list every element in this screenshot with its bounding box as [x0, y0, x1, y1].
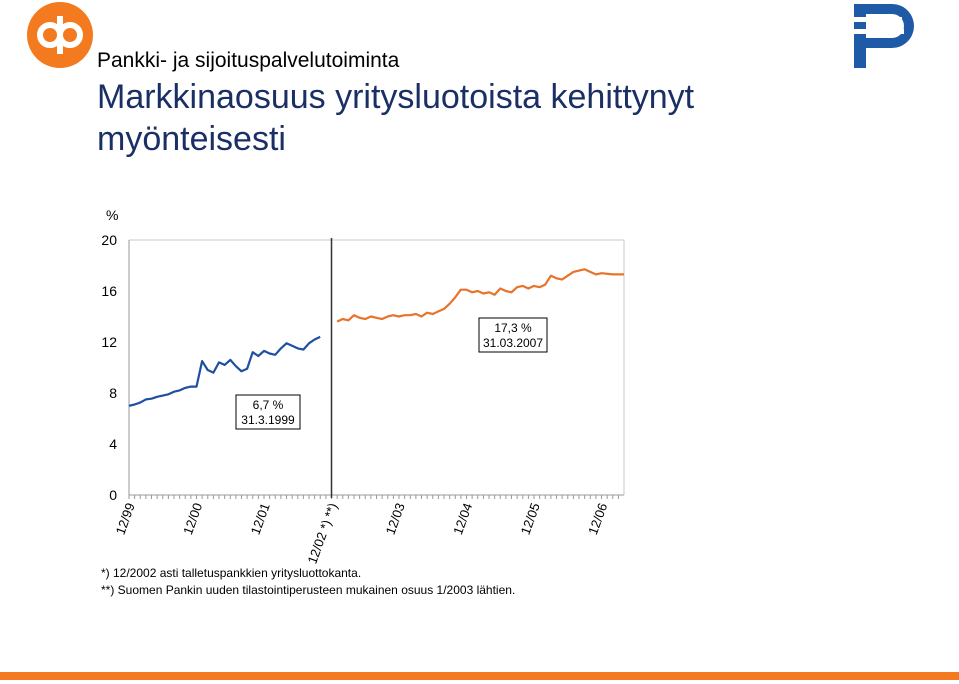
annotation-value: 17,3 %	[494, 321, 532, 335]
footnote-2: **) Suomen Pankin uuden tilastointiperus…	[101, 583, 516, 597]
x-tick-label: 12/04	[450, 501, 475, 537]
annotation-date: 31.3.1999	[241, 413, 295, 427]
y-tick-label: 0	[109, 487, 117, 503]
annotation-box	[235, 394, 301, 430]
brand-bottom-bar	[0, 672, 959, 680]
x-tick-label: 12/00	[180, 501, 205, 537]
pohjola-logo-icon	[854, 4, 914, 68]
x-tick-label: 12/03	[383, 501, 408, 537]
y-tick-label: 8	[109, 385, 117, 401]
y-tick-label: 20	[101, 232, 117, 248]
footnote-1: *) 12/2002 asti talletuspankkien yritysl…	[101, 566, 362, 580]
annotation-box	[478, 317, 548, 353]
annotation-date: 31.03.2007	[483, 336, 543, 350]
series-line-after	[336, 268, 624, 323]
y-tick-label: 12	[101, 334, 117, 350]
y-tick-label: 16	[101, 283, 117, 299]
x-tick-label: 12/06	[585, 501, 610, 537]
y-axis-label: %	[106, 207, 118, 223]
page-subtitle: Pankki- ja sijoituspalvelutoiminta	[97, 49, 400, 72]
series-line-before	[128, 335, 321, 407]
op-logo-icon	[27, 2, 93, 68]
x-tick-label: 12/99	[113, 501, 138, 537]
x-tick-label: 12/05	[518, 501, 543, 537]
annotation-value: 6,7 %	[253, 398, 284, 412]
x-tick-label: 12/01	[248, 501, 273, 537]
x-tick-label: 12/02 *) **)	[304, 501, 340, 566]
y-tick-label: 4	[109, 436, 117, 452]
page-title: Markkinaosuus yritysluotoista kehittynyt…	[97, 78, 695, 158]
